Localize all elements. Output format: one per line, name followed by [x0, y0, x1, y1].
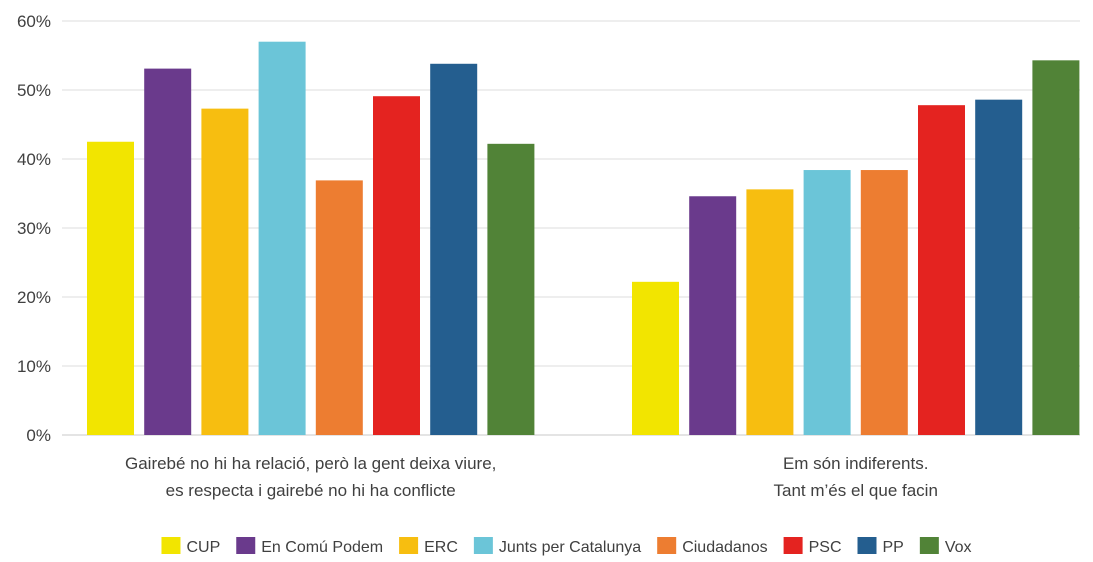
- bar-erc-group-1: [201, 108, 249, 435]
- bar-cup-group-2: [632, 281, 679, 435]
- bar-ciudadanos-group-1: [315, 180, 363, 435]
- bar-psc-group-1: [373, 96, 420, 436]
- legend-swatch-erc: [399, 537, 419, 554]
- bar-vox-group-1: [487, 143, 535, 435]
- y-tick-label: 50%: [17, 81, 51, 100]
- y-tick-label: 40%: [17, 150, 51, 169]
- legend-label-vox: Vox: [945, 539, 972, 556]
- category-label: es respecta i gairebé no hi ha conflicte: [166, 481, 456, 500]
- category-label: Tant m’és el que facin: [773, 481, 937, 500]
- legend-swatch-pp: [857, 537, 877, 554]
- legend-label-pp: PP: [883, 539, 904, 556]
- legend-label-psc: PSC: [809, 539, 842, 556]
- bar-junts-per-catalunya-group-2: [803, 170, 851, 436]
- legend-label-junts-per-catalunya: Junts per Catalunya: [499, 539, 641, 556]
- bar-pp-group-1: [430, 63, 478, 435]
- bar-en-com-podem-group-2: [689, 196, 737, 435]
- bar-erc-group-2: [746, 189, 794, 435]
- bar-cup-group-1: [87, 141, 134, 435]
- y-tick-label: 0%: [26, 426, 51, 445]
- y-axis: 0% 10% 20% 30% 40% 50% 60%: [17, 12, 51, 445]
- bar-pp-group-2: [975, 99, 1023, 435]
- bar-ciudadanos-group-2: [860, 170, 908, 436]
- legend-swatch-en-com-podem: [236, 537, 256, 554]
- x-axis: Gairebé no hi ha relació, però la gent d…: [125, 454, 938, 500]
- y-tick-label: 10%: [17, 357, 51, 376]
- category-label: Em són indiferents.: [783, 454, 929, 473]
- legend: CUP En Comú Podem ERC Junts per Catalunya Ci…: [161, 537, 972, 556]
- legend-label-ciudadanos: Ciudadanos: [682, 539, 767, 556]
- bar-junts-per-catalunya-group-1: [258, 41, 306, 435]
- legend-label-cup: CUP: [186, 539, 220, 556]
- y-tick-label: 60%: [17, 12, 51, 31]
- bar-psc-group-2: [918, 105, 965, 436]
- category-label: Gairebé no hi ha relació, però la gent d…: [125, 454, 496, 473]
- y-tick-label: 30%: [17, 219, 51, 238]
- legend-swatch-ciudadanos: [657, 537, 677, 554]
- bar-vox-group-2: [1032, 60, 1080, 436]
- y-tick-label: 20%: [17, 288, 51, 307]
- legend-swatch-junts-per-catalunya: [473, 537, 493, 554]
- legend-swatch-vox: [919, 537, 939, 554]
- bar-en-com-podem-group-1: [144, 68, 192, 436]
- legend-swatch-psc: [783, 537, 803, 554]
- legend-label-erc: ERC: [424, 539, 458, 556]
- legend-swatch-cup: [161, 537, 181, 554]
- legend-label-en-com-podem: En Comú Podem: [261, 539, 383, 556]
- bars: [87, 41, 1080, 436]
